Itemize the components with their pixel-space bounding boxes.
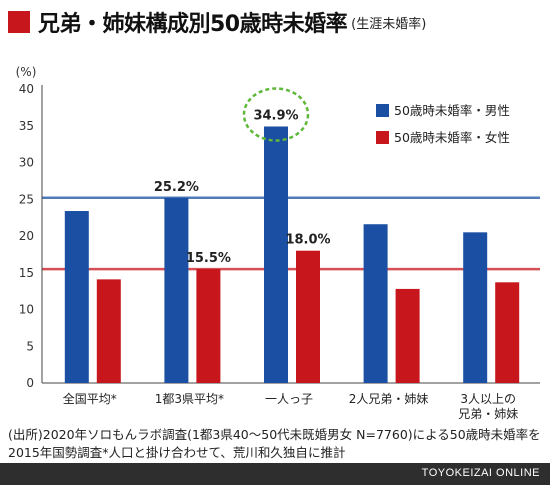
bar-female-2 [196, 269, 221, 383]
x-tick-label: 3人以上の [460, 392, 516, 406]
y-tick-label: 0 [26, 376, 34, 390]
y-tick-label: 40 [19, 82, 34, 96]
x-tick-label: 2人兄弟・姉妹 [349, 391, 429, 406]
bar-male-2 [164, 197, 189, 383]
y-axis-unit-label: (%) [16, 65, 37, 79]
y-tick-label: 5 [26, 339, 34, 353]
bar-chart: (%) 0 5 10 15 20 25 30 35 40 25.2% 15.5% 34.9% 18.0% 全… [16, 65, 540, 421]
title-row: 兄弟・姉妹構成別50歳時未婚率 (生涯未婚率) [8, 8, 427, 37]
x-tick-label: 一人っ子 [265, 392, 313, 406]
bar-male-3 [264, 126, 288, 384]
data-label: 18.0% [285, 233, 330, 248]
y-tick-label: 20 [19, 229, 34, 243]
bar-female-1 [96, 279, 121, 383]
y-tick-label: 15 [19, 266, 34, 280]
legend-swatch [376, 104, 389, 117]
bar-female-5 [495, 282, 520, 383]
legend-label: 50歳時未婚率・女性 [394, 130, 510, 145]
bar-male-5 [463, 232, 488, 383]
data-label: 25.2% [154, 180, 199, 195]
title-marker [8, 11, 30, 33]
y-tick-label: 10 [19, 303, 34, 317]
x-tick-label: 全国平均* [63, 391, 117, 406]
x-tick-label: 1都3県平均* [155, 392, 224, 406]
legend-label: 50歳時未婚率・男性 [394, 103, 510, 118]
data-label: 34.9% [253, 108, 298, 123]
bar-female-4 [395, 288, 420, 383]
bar-male-4 [363, 224, 388, 383]
legend-swatch [376, 131, 389, 144]
y-tick-label: 35 [19, 119, 34, 133]
x-tick-label: 兄弟・姉妹 [458, 406, 518, 421]
data-label: 15.5% [186, 251, 231, 266]
bar-female-3 [296, 250, 320, 383]
chart-title: 兄弟・姉妹構成別50歳時未婚率 [38, 12, 348, 37]
chart-subtitle: (生涯未婚率) [351, 16, 427, 32]
y-tick-label: 30 [19, 156, 34, 170]
y-tick-label: 25 [19, 192, 34, 206]
bar-male-1 [64, 211, 89, 383]
source-footnote: (出所)2020年ソロもんラボ調査(1都3県40〜50代未既婚男女 N=7760… [8, 427, 541, 460]
highlight-circle [242, 87, 310, 142]
footer-bar: TOYOKEIZAI ONLINE [0, 463, 550, 485]
footer-credit: TOYOKEIZAI ONLINE [421, 467, 540, 479]
